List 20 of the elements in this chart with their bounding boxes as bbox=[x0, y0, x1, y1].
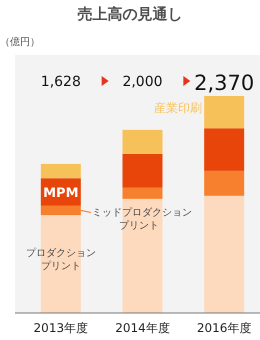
series-label: MPM bbox=[43, 186, 79, 202]
text: 2,370 bbox=[194, 71, 254, 95]
bar bbox=[122, 188, 162, 199]
x-tick-label: 2014年度 bbox=[115, 321, 170, 335]
bar bbox=[122, 154, 162, 188]
x-tick-label: 2016年度 bbox=[196, 321, 252, 335]
chart-title: 売上高の見通し bbox=[78, 5, 182, 23]
bar bbox=[122, 130, 162, 154]
bar bbox=[40, 164, 81, 178]
bar bbox=[204, 96, 244, 128]
y-axis-title: （億円） bbox=[0, 36, 40, 48]
series-label: 産業印刷 bbox=[154, 101, 202, 115]
bar bbox=[204, 170, 244, 196]
bar bbox=[204, 128, 244, 171]
text: 2,000 bbox=[122, 74, 163, 90]
legend-label: ミッドプロダクションプリント bbox=[92, 206, 192, 232]
series-label: プロダクションプリント bbox=[26, 247, 96, 272]
text: 1,628 bbox=[40, 74, 81, 90]
bar bbox=[204, 196, 244, 313]
x-tick-label: 2013年度 bbox=[34, 321, 88, 335]
